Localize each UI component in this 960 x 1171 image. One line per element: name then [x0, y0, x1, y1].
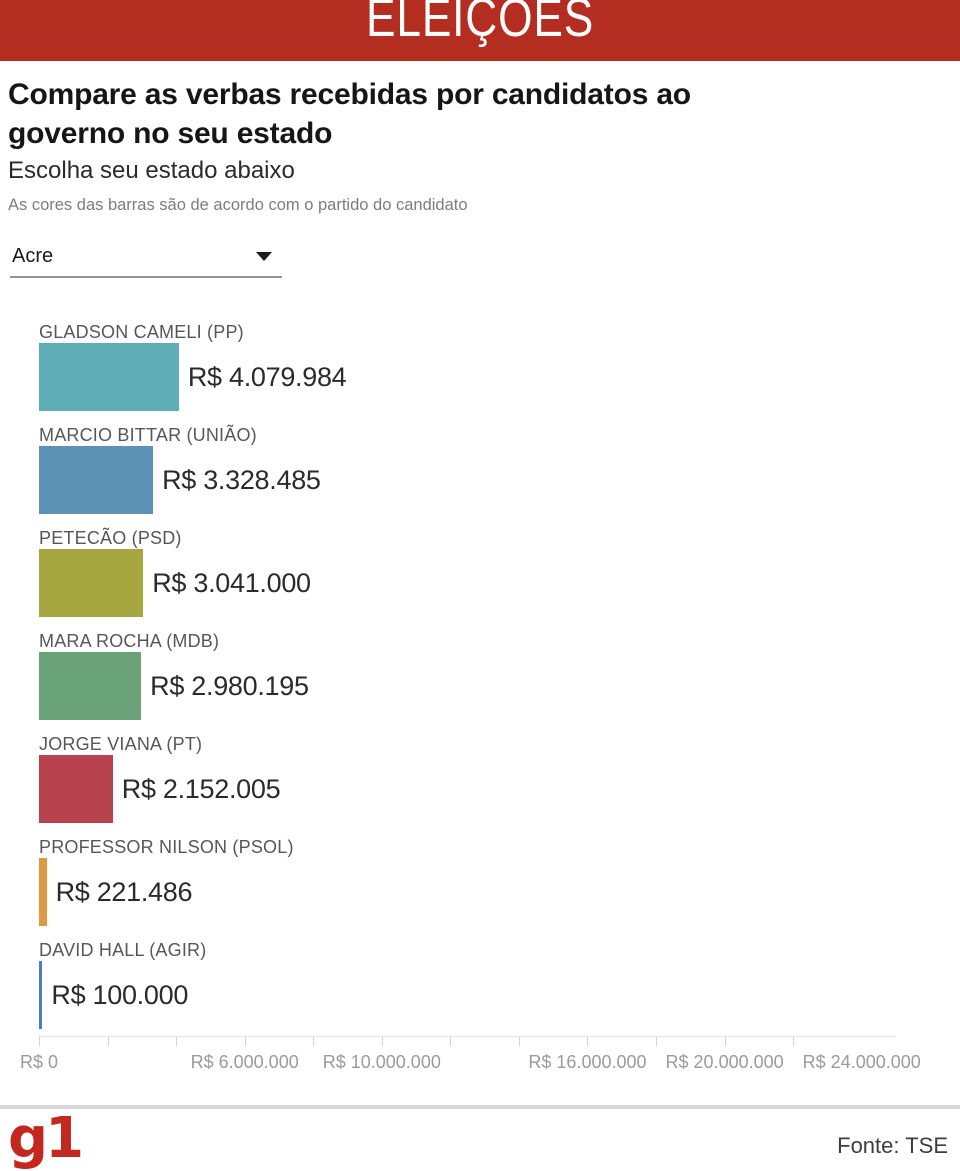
chart-row: PROFESSOR NILSON (PSOL) R$ 221.486 [39, 837, 896, 926]
page-title: Compare as verbas recebidas por candidat… [8, 78, 691, 150]
x-axis-line [39, 1036, 896, 1037]
axis-tick [587, 1037, 589, 1046]
footer-divider [0, 1105, 960, 1109]
axis-label: R$ 0 [19, 1052, 59, 1072]
funding-bar [39, 549, 144, 617]
axis-tick [793, 1037, 795, 1046]
axis-tick [107, 1037, 109, 1046]
axis-tick [176, 1037, 178, 1046]
axis-tick [381, 1037, 383, 1046]
chart-row: MARCIO BITTAR (UNIÃO) R$ 3.328.485 [39, 425, 896, 514]
funding-bar [39, 858, 47, 926]
funding-bar [39, 961, 43, 1029]
page-subtitle: Escolha seu estado abaixo [8, 157, 295, 184]
candidate-label: PETECÃO (PSD) [39, 528, 182, 548]
candidate-label: JORGE VIANA (PT) [39, 734, 203, 754]
axis-tick [244, 1037, 246, 1046]
funding-value: R$ 221.486 [55, 876, 193, 907]
funding-value: R$ 2.152.005 [121, 773, 281, 804]
funding-value: R$ 100.000 [51, 979, 189, 1010]
state-dropdown[interactable]: Acre [10, 243, 282, 278]
axis-tick [656, 1037, 658, 1046]
axis-tick [518, 1037, 520, 1046]
candidate-label: DAVID HALL (AGIR) [39, 940, 207, 960]
axis-tick [39, 1037, 40, 1046]
footer: g1 Fonte: TSE [0, 1106, 960, 1171]
color-legend-note: As cores das barras são de acordo com o … [8, 196, 468, 214]
x-axis: R$ 0 R$ 6.000.000 R$ 10.000.000 R$ 16.000.0… [20, 1036, 921, 1078]
axis-tick [724, 1037, 726, 1046]
content: Compare as verbas recebidas por candidat… [0, 75, 960, 1078]
chart-row: GLADSON CAMELI (PP) R$ 4.079.984 [39, 322, 896, 411]
axis-tick [313, 1037, 315, 1046]
chart-row: JORGE VIANA (PT) R$ 2.152.005 [39, 734, 896, 823]
g1-logo: g1 [8, 1106, 84, 1171]
header-banner: ELEIÇÕES [0, 0, 960, 61]
funding-value: R$ 4.079.984 [187, 361, 347, 392]
funding-bar [39, 446, 154, 514]
funding-bar [39, 652, 142, 720]
axis-label: R$ 20.000.000 [665, 1052, 784, 1072]
candidate-label: MARCIO BITTAR (UNIÃO) [39, 425, 257, 445]
funding-bar [39, 343, 179, 411]
funding-value: R$ 2.980.195 [150, 670, 309, 701]
chart-row: DAVID HALL (AGIR) R$ 100.000 [39, 940, 896, 1029]
bar-chart: GLADSON CAMELI (PP) R$ 4.079.984 MARCIO BI… [39, 322, 896, 1029]
chart-row: MARA ROCHA (MDB) R$ 2.980.195 [39, 631, 896, 720]
funding-value: R$ 3.041.000 [152, 567, 311, 598]
page-banner-title: ELEIÇÕES [365, 0, 595, 48]
state-dropdown-value: Acre [12, 245, 54, 267]
axis-label: R$ 16.000.000 [528, 1052, 647, 1072]
axis-tick [450, 1037, 452, 1046]
funding-bar [39, 755, 113, 823]
axis-label: R$ 10.000.000 [322, 1052, 441, 1072]
chevron-down-icon [256, 251, 272, 261]
candidate-label: MARA ROCHA (MDB) [39, 631, 220, 651]
axis-label: R$ 24.000.000 [802, 1052, 921, 1072]
candidate-label: GLADSON CAMELI (PP) [39, 322, 244, 342]
candidate-label: PROFESSOR NILSON (PSOL) [39, 837, 294, 857]
axis-label: R$ 6.000.000 [190, 1052, 299, 1072]
source-credit: Fonte: TSE [837, 1133, 948, 1158]
funding-value: R$ 3.328.485 [162, 464, 321, 495]
chart-row: PETECÃO (PSD) R$ 3.041.000 [39, 528, 896, 617]
